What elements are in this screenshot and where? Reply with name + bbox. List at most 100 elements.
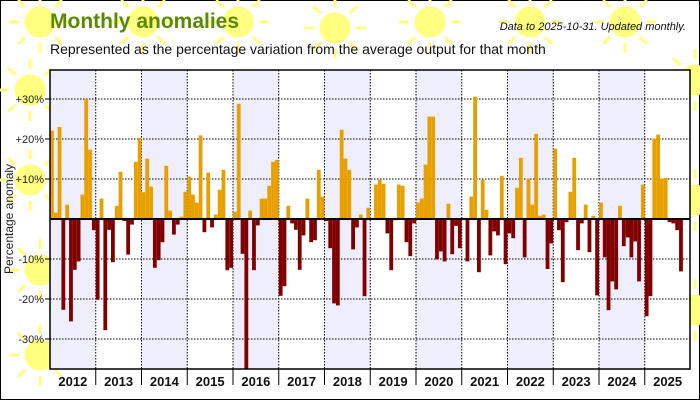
sun-disc (319, 12, 351, 44)
bar-2020-7 (438, 219, 443, 252)
bar-2014-7 (164, 165, 169, 219)
sun-ray (507, 0, 517, 9)
bar-2023-12 (595, 219, 599, 296)
sun-ray (7, 157, 17, 167)
bar-2017-2 (282, 219, 287, 287)
bar-2023-6 (572, 157, 577, 219)
bar-2015-12 (229, 219, 233, 268)
bar-2017-3 (286, 205, 291, 219)
bar-2018-11 (362, 219, 367, 297)
bar-2013-7 (118, 171, 123, 219)
bar-2013-1 (95, 219, 100, 300)
bar-2021-9 (492, 219, 497, 232)
bar-2016-10 (267, 185, 272, 219)
sun-icon (594, 0, 656, 53)
sun-icon (0, 59, 61, 121)
sun-ray (53, 35, 63, 45)
bar-2022-1 (507, 219, 512, 234)
bar-2019-9 (400, 185, 405, 219)
bar-2024-5 (614, 219, 619, 290)
bar-2022-5 (522, 219, 527, 258)
bar-2016-9 (263, 198, 268, 219)
bar-2021-11 (499, 175, 504, 219)
x-tick-label: 2016 (241, 374, 270, 389)
bar-2017-6 (297, 219, 302, 270)
sun-ray (407, 35, 417, 45)
bar-2013-6 (114, 205, 119, 219)
bar-2012-1 (50, 130, 54, 219)
bar-2018-2 (328, 219, 333, 249)
x-tick-label: 2012 (58, 374, 87, 389)
bar-2022-8 (534, 133, 538, 219)
bar-2022-10 (541, 214, 546, 219)
bar-2025-5 (660, 178, 664, 219)
bar-2021-2 (465, 219, 470, 262)
bar-2025-1 (644, 219, 649, 317)
sun-ray (17, 368, 27, 378)
x-tick-label: 2015 (196, 374, 225, 389)
sun-ray (348, 5, 358, 15)
bar-2013-10 (130, 219, 134, 225)
sun-ray (543, 0, 553, 9)
sun-ray (17, 283, 27, 293)
sun-disc (609, 6, 641, 38)
x-tick-label: 2025 (653, 374, 682, 389)
sun-ray (312, 5, 322, 15)
sun-ray (407, 0, 417, 9)
bar-2021-4 (473, 96, 477, 219)
bar-2015-7 (210, 219, 214, 228)
bar-2013-9 (126, 219, 131, 255)
sun-ray (348, 41, 358, 51)
bar-2020-3 (423, 164, 428, 219)
sun-ray (53, 0, 63, 9)
bar-2013-5 (111, 219, 115, 263)
bar-2024-3 (606, 219, 611, 311)
sun-ray (251, 0, 261, 9)
sun-icon (112, 0, 174, 53)
bar-2016-4 (244, 219, 249, 369)
x-tick-label: 2020 (424, 374, 453, 389)
bar-2012-10 (84, 99, 89, 219)
bar-2018-7 (347, 169, 352, 219)
bar-2020-1 (416, 202, 420, 219)
bar-2017-11 (316, 169, 321, 219)
bar-2023-10 (587, 219, 592, 253)
bar-2015-11 (225, 219, 230, 271)
bar-2013-4 (107, 219, 111, 230)
bar-2023-4 (564, 219, 569, 223)
bar-2014-10 (175, 219, 180, 225)
bar-2017-7 (301, 219, 306, 236)
bar-2018-3 (332, 219, 336, 304)
y-tick-label: -20% (18, 294, 44, 306)
sun-ray (215, 35, 225, 45)
bar-2018-6 (343, 158, 348, 219)
x-tick-label: 2024 (607, 374, 637, 389)
chart-subtitle: Represented as the percentage variation … (50, 41, 546, 57)
bar-2013-2 (99, 198, 104, 219)
y-tick-labels: +30% +20% +10% -10% -20% -30% (16, 94, 50, 346)
bar-2017-9 (309, 219, 314, 243)
bar-2012-8 (76, 219, 81, 262)
sun-ray (53, 368, 63, 378)
bar-2014-1 (141, 192, 146, 219)
bar-2020-10 (450, 219, 455, 255)
bar-2024-9 (629, 219, 634, 258)
bar-2017-4 (290, 219, 294, 224)
bar-2017-5 (294, 219, 298, 230)
bar-2022-3 (515, 187, 519, 219)
y-tick-label: +20% (16, 134, 45, 146)
bar-2021-7 (484, 209, 489, 219)
x-tick-label: 2019 (379, 374, 408, 389)
bar-2019-10 (404, 219, 409, 243)
sun-disc (222, 6, 254, 38)
bar-2019-3 (377, 179, 382, 219)
x-tick-label: 2017 (287, 374, 316, 389)
bar-2025-3 (652, 138, 657, 219)
update-note: Data to 2025-10-31. Updated monthly. (500, 21, 686, 33)
sun-ray (602, 0, 612, 9)
bar-2021-10 (496, 219, 500, 236)
bar-2015-5 (202, 219, 207, 233)
bar-2025-10 (679, 219, 683, 272)
bar-2019-11 (408, 219, 413, 257)
x-tick-label: 2013 (104, 374, 133, 389)
